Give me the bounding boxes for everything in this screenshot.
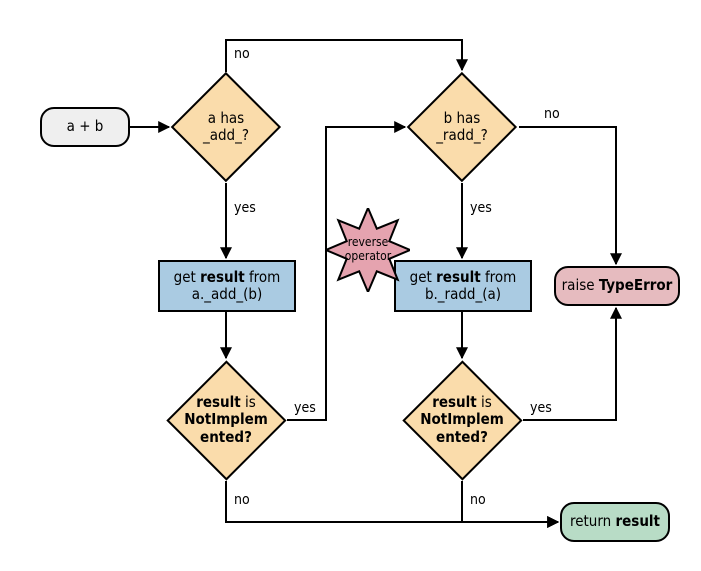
node-start-label: a + b (67, 118, 104, 135)
annotation-reverse-operator: reverseoperator (326, 208, 410, 292)
node-raise: raise TypeError (554, 266, 680, 306)
node-return: return result (560, 502, 670, 542)
node-get_a: get result froma._add_(b) (158, 260, 296, 312)
node-ni_a: result isNotImplemented? (166, 360, 286, 480)
node-get_a-label: get result froma._add_(b) (174, 269, 281, 304)
edge-label-no: no (544, 106, 560, 122)
annotation-label: reverseoperator (326, 208, 410, 292)
edge-label-no: no (234, 492, 250, 508)
node-a_has-label: a has_add_? (171, 72, 281, 182)
node-ni_b-label: result isNotImplemented? (402, 360, 522, 480)
edge-label-yes: yes (470, 200, 492, 216)
node-return-label: return result (570, 513, 660, 530)
edge-label-no: no (470, 492, 486, 508)
node-ni_a-label: result isNotImplemented? (166, 360, 286, 480)
node-get_b: get result fromb._radd_(a) (394, 260, 532, 312)
node-start: a + b (40, 107, 130, 147)
node-b_has-label: b has_radd_? (407, 72, 517, 182)
edge-label-yes: yes (234, 200, 256, 216)
edge-label-yes: yes (294, 400, 316, 416)
node-ni_b: result isNotImplemented? (402, 360, 522, 480)
node-b_has: b has_radd_? (407, 72, 517, 182)
node-get_b-label: get result fromb._radd_(a) (410, 269, 517, 304)
edge-label-yes: yes (530, 400, 552, 416)
node-a_has: a has_add_? (171, 72, 281, 182)
edge-label-no: no (234, 46, 250, 62)
node-raise-label: raise TypeError (562, 277, 673, 294)
